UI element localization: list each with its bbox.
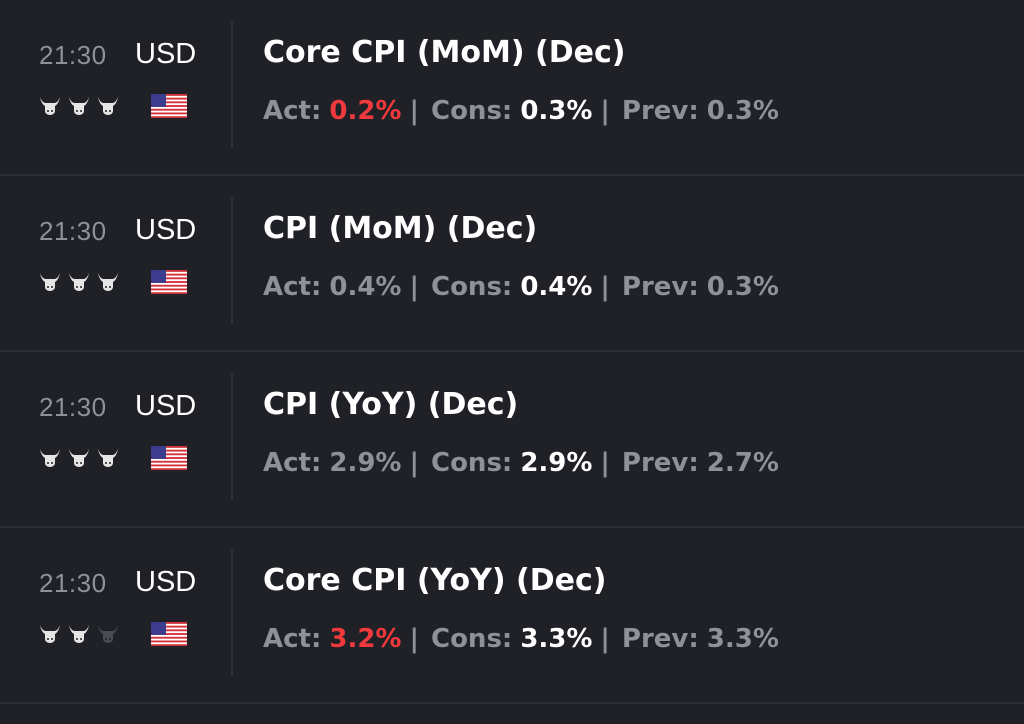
bull-icon (98, 97, 118, 115)
event-stats: Act: 0.4% | Cons: 0.4% | Prev: 0.3% (263, 272, 779, 302)
actual-value: 0.2% (329, 96, 402, 126)
consensus-value: 2.9% (520, 448, 593, 478)
us-flag-icon (151, 446, 187, 470)
event-time: 21:30 (39, 568, 107, 598)
bull-icon (98, 449, 118, 467)
column-divider (231, 22, 233, 148)
importance-rating (38, 270, 120, 292)
bull-icon (98, 273, 118, 291)
consensus-label: Cons: (430, 624, 513, 654)
bull-icon (69, 625, 89, 643)
calendar-event-row[interactable]: 21:30 USD Core CPI (YoY) (Dec) Act: 3.2% |… (0, 528, 1024, 704)
previous-value: 3.3% (706, 624, 779, 654)
previous-value: 2.7% (706, 448, 779, 478)
bull-icon (98, 625, 118, 643)
actual-value: 0.4% (329, 272, 402, 302)
column-divider (231, 198, 233, 324)
event-time: 21:30 (39, 40, 107, 70)
bull-icon (40, 625, 60, 643)
calendar-event-row[interactable]: 21:30 USD Core CPI (MoM) (Dec) Act: 0.2% |… (0, 0, 1024, 176)
consensus-value: 3.3% (520, 624, 593, 654)
bull-icon (69, 273, 89, 291)
row-divider (0, 526, 1024, 528)
bull-icon (69, 449, 89, 467)
event-title: Core CPI (YoY) (Dec) (263, 563, 607, 598)
actual-label: Act: (263, 272, 322, 302)
previous-label: Prev: (621, 96, 699, 126)
separator: | (409, 448, 419, 478)
previous-label: Prev: (621, 272, 699, 302)
event-title: Core CPI (MoM) (Dec) (263, 35, 626, 70)
separator: | (409, 96, 419, 126)
row-divider (0, 350, 1024, 352)
separator: | (600, 96, 610, 126)
previous-value: 0.3% (706, 96, 779, 126)
row-divider (0, 174, 1024, 176)
column-divider (231, 374, 233, 500)
importance-rating (38, 94, 120, 116)
separator: | (409, 624, 419, 654)
us-flag-icon (151, 622, 187, 646)
event-time: 21:30 (39, 392, 107, 422)
row-divider (0, 702, 1024, 704)
us-flag-icon (151, 270, 187, 294)
consensus-label: Cons: (430, 272, 513, 302)
bull-icon (40, 273, 60, 291)
consensus-value: 0.3% (520, 96, 593, 126)
bull-icon (40, 97, 60, 115)
consensus-label: Cons: (430, 448, 513, 478)
event-currency: USD (135, 566, 197, 598)
separator: | (600, 448, 610, 478)
consensus-label: Cons: (430, 96, 513, 126)
event-stats: Act: 3.2% | Cons: 3.3% | Prev: 3.3% (263, 624, 779, 654)
event-stats: Act: 0.2% | Cons: 0.3% | Prev: 0.3% (263, 96, 779, 126)
actual-value: 3.2% (329, 624, 402, 654)
event-time: 21:30 (39, 216, 107, 246)
consensus-value: 0.4% (520, 272, 593, 302)
previous-value: 0.3% (706, 272, 779, 302)
importance-rating (38, 622, 120, 644)
actual-label: Act: (263, 624, 322, 654)
event-title: CPI (YoY) (Dec) (263, 387, 519, 422)
column-divider (231, 550, 233, 676)
actual-label: Act: (263, 96, 322, 126)
calendar-event-row[interactable]: 21:30 USD CPI (MoM) (Dec) Act: 0.4% | Cons:… (0, 176, 1024, 352)
separator: | (600, 272, 610, 302)
event-title: CPI (MoM) (Dec) (263, 211, 538, 246)
actual-label: Act: (263, 448, 322, 478)
importance-rating (38, 446, 120, 468)
us-flag-icon (151, 94, 187, 118)
bull-icon (40, 449, 60, 467)
separator: | (409, 272, 419, 302)
event-currency: USD (135, 38, 197, 70)
calendar-event-row[interactable]: 21:30 USD CPI (YoY) (Dec) Act: 2.9% | Cons:… (0, 352, 1024, 528)
actual-value: 2.9% (329, 448, 402, 478)
previous-label: Prev: (621, 448, 699, 478)
previous-label: Prev: (621, 624, 699, 654)
bull-icon (69, 97, 89, 115)
event-stats: Act: 2.9% | Cons: 2.9% | Prev: 2.7% (263, 448, 779, 478)
event-currency: USD (135, 390, 197, 422)
separator: | (600, 624, 610, 654)
event-currency: USD (135, 214, 197, 246)
